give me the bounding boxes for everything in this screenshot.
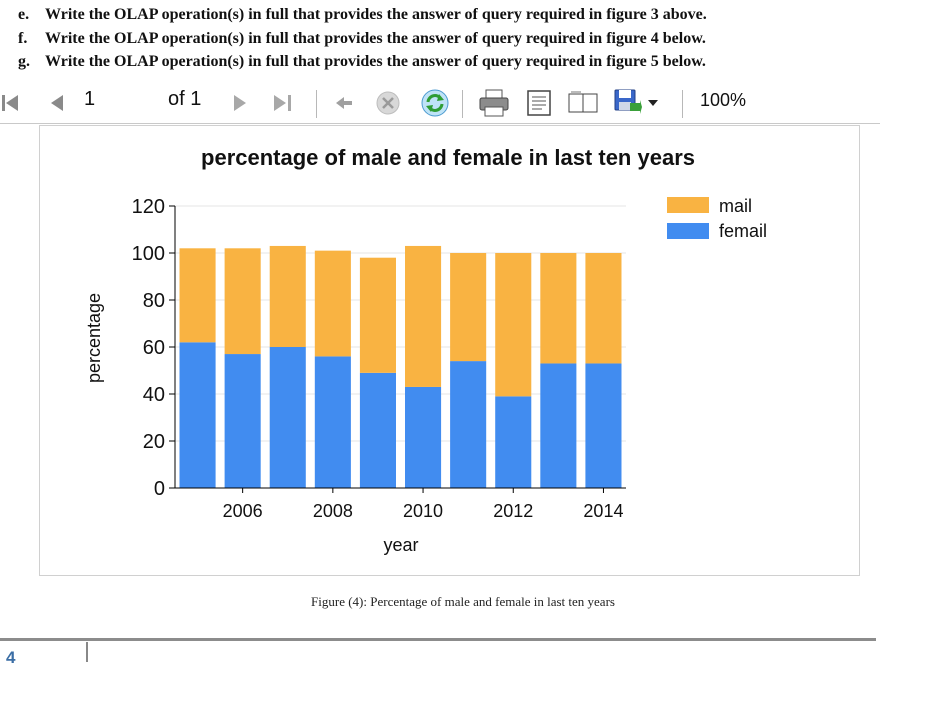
footer-page-number: 4	[6, 648, 16, 667]
bar-femail-2009	[359, 372, 396, 488]
question-text: Write the OLAP operation(s) in full that…	[45, 29, 706, 47]
chart-title: percentage of male and female in last te…	[201, 145, 695, 170]
x-tick-label: 2014	[583, 501, 623, 521]
x-tick-label: 2010	[403, 501, 443, 521]
x-tick-label: 2006	[223, 501, 263, 521]
footer-marker	[86, 642, 88, 662]
toolbar-divider	[0, 123, 880, 124]
bar-mail-2010	[405, 245, 442, 387]
legend-label-mail: mail	[719, 196, 752, 216]
y-tick-label: 120	[132, 196, 165, 218]
toolbar-separator	[682, 90, 683, 118]
y-tick-label: 100	[132, 243, 165, 265]
stop-icon[interactable]	[374, 90, 402, 116]
page-number-input[interactable]: 1	[84, 88, 96, 110]
bar-mail-2014	[585, 253, 622, 364]
question-item: f. Write the OLAP operation(s) in full t…	[18, 27, 707, 51]
bar-mail-2008	[314, 250, 351, 357]
bar-femail-2006	[224, 354, 261, 488]
y-tick-label: 0	[154, 478, 165, 500]
refresh-icon[interactable]	[420, 88, 450, 118]
question-letter: f.	[18, 29, 28, 47]
stacked-bar-chart: percentage of male and female in last te…	[84, 145, 767, 555]
x-tick-label: 2008	[313, 501, 353, 521]
page-setup-icon[interactable]	[566, 88, 602, 118]
y-tick-label: 40	[143, 384, 165, 406]
caption-text: Figure (4): Percentage of male and femal…	[311, 594, 615, 609]
bar-mail-2005	[179, 248, 216, 343]
y-tick-label: 60	[143, 337, 165, 359]
bar-femail-2014	[585, 363, 622, 488]
toolbar-separator	[316, 90, 317, 118]
next-page-icon[interactable]	[231, 92, 249, 114]
bar-femail-2010	[405, 386, 442, 488]
question-item: g. Write the OLAP operation(s) in full t…	[18, 50, 707, 74]
question-text: Write the OLAP operation(s) in full that…	[45, 53, 706, 70]
bar-mail-2006	[224, 248, 261, 355]
bar-femail-2012	[495, 396, 532, 488]
print-layout-icon[interactable]	[524, 88, 554, 118]
back-icon[interactable]	[334, 94, 356, 112]
bar-mail-2007	[269, 245, 306, 347]
bar-femail-2007	[269, 347, 306, 488]
footer-divider	[0, 638, 876, 641]
bar-femail-2013	[540, 363, 577, 488]
question-text: Write the OLAP operation(s) in full that…	[45, 6, 707, 23]
figure-caption: Figure (4): Percentage of male and femal…	[0, 594, 938, 610]
bar-femail-2008	[314, 356, 351, 488]
dropdown-arrow-icon[interactable]	[647, 98, 659, 108]
question-list: e. Write the OLAP operation(s) in full t…	[18, 3, 707, 74]
first-page-icon[interactable]	[0, 92, 20, 114]
bar-mail-2013	[540, 253, 577, 364]
page-count: of 1	[168, 88, 202, 110]
bar-femail-2005	[179, 342, 216, 488]
legend-swatch-mail	[667, 197, 709, 213]
question-letter: e.	[18, 6, 30, 23]
last-page-icon[interactable]	[272, 92, 294, 114]
y-tick-label: 80	[143, 290, 165, 312]
question-item: e. Write the OLAP operation(s) in full t…	[18, 3, 707, 27]
x-axis-label: year	[383, 535, 418, 555]
bar-mail-2011	[450, 253, 487, 362]
bar-mail-2009	[359, 257, 396, 373]
question-letter: g.	[18, 53, 30, 70]
zoom-level[interactable]: 100%	[700, 90, 747, 110]
bar-femail-2011	[450, 361, 487, 488]
chart-legend: mail femail	[667, 196, 767, 241]
prev-page-icon[interactable]	[48, 92, 66, 114]
legend-label-femail: femail	[719, 221, 767, 241]
legend-swatch-femail	[667, 223, 709, 239]
y-tick-label: 20	[143, 431, 165, 453]
toolbar-separator	[462, 90, 463, 118]
print-icon[interactable]	[478, 88, 510, 118]
y-axis-label: percentage	[84, 293, 104, 383]
x-tick-label: 2012	[493, 501, 533, 521]
bar-mail-2012	[495, 253, 532, 397]
report-page: percentage of male and female in last te…	[39, 125, 860, 576]
export-icon[interactable]	[612, 87, 642, 117]
